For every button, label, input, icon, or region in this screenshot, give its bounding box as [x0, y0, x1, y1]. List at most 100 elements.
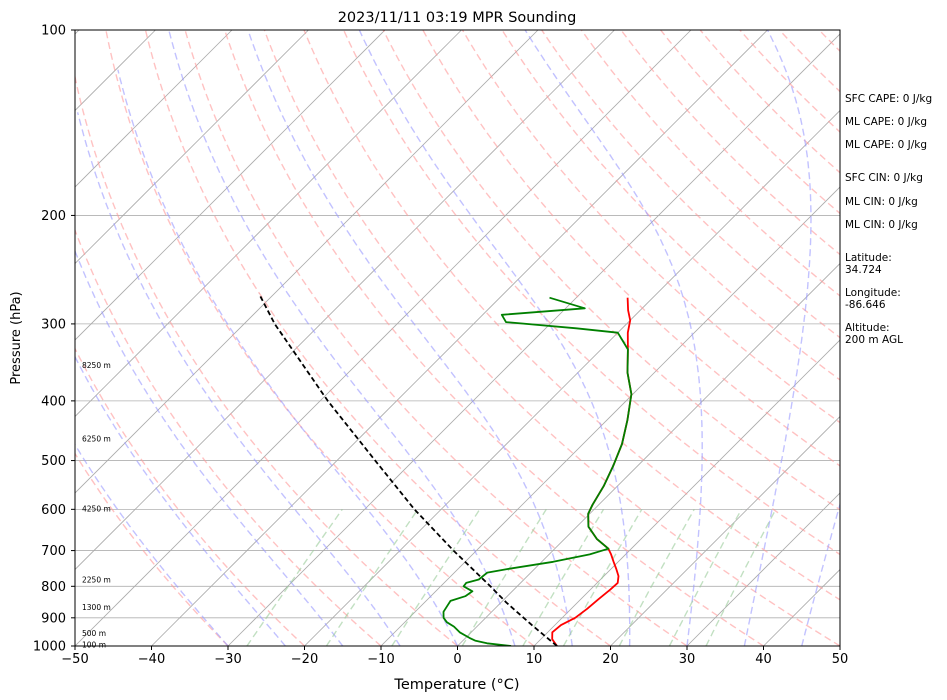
height-label: 1300 m: [82, 603, 111, 612]
isotherm-line: [75, 30, 692, 646]
x-tick-label: 0: [453, 652, 461, 667]
moist-adiabat-line: [75, 249, 344, 646]
isotherm-line: [533, 339, 840, 646]
isotherm-line: [151, 30, 768, 646]
height-label: 4250 m: [82, 504, 111, 513]
y-tick-label: 500: [41, 454, 66, 469]
isotherm-line: [227, 33, 840, 646]
dry-adiabat-line: [382, 30, 840, 511]
isotherm-line: [75, 30, 309, 265]
ml-cin-text-2: ML CIN: 0 J/kg: [845, 219, 918, 231]
x-tick-label: 30: [679, 652, 696, 667]
isotherm-line: [75, 30, 386, 341]
y-tick-label: 100: [41, 24, 66, 39]
moist-adiabat-line: [168, 30, 516, 646]
dry-adiabat-line: [501, 30, 840, 381]
altitude-value: 200 m AGL: [845, 334, 903, 346]
longitude-value: -86.646: [845, 299, 886, 311]
moist-adiabat-line: [247, 30, 573, 646]
mixing-ratio-line: [391, 508, 481, 646]
x-tick-label: −20: [291, 652, 318, 667]
y-axis-label: Pressure (hPa): [9, 291, 24, 384]
ml-cape-text-2: ML CAPE: 0 J/kg: [845, 139, 928, 151]
dry-adiabat-line: [184, 30, 688, 646]
longitude-label: Longitude:: [845, 287, 901, 299]
background-lines: [75, 30, 840, 646]
dry-adiabat-line: [144, 30, 611, 646]
isotherm-line: [610, 415, 840, 646]
dewpoint-profile-line: [442, 296, 633, 646]
sfc-cin-text: SFC CIN: 0 J/kg: [845, 172, 923, 184]
moist-adiabat-line: [75, 443, 229, 646]
isotherm-line: [380, 186, 840, 646]
x-tick-label: −40: [138, 652, 165, 667]
dry-adiabat-line: [75, 228, 382, 646]
height-label: 6250 m: [82, 434, 111, 443]
parcel-profile-line: [258, 293, 558, 646]
altitude-label: Altitude:: [845, 322, 890, 334]
axis-ticks: −50 −40 −30 −20 −10 0 10 20 30 40 50 100 200 300 400 50…: [33, 24, 848, 668]
chart-title: 2023/11/11 03:19 MPR Sounding: [338, 10, 577, 26]
x-tick-label: −30: [214, 652, 241, 667]
y-tick-label: 300: [41, 317, 66, 332]
mixing-ratio-line: [325, 508, 419, 646]
y-tick-label: 1000: [33, 640, 66, 655]
height-label: 500 m: [82, 629, 106, 638]
mixing-ratio-line: [522, 508, 605, 646]
moist-adiabat-line: [358, 30, 631, 646]
height-label: 100 m: [82, 641, 106, 650]
ml-cin-text: ML CIN: 0 J/kg: [845, 196, 918, 208]
dry-adiabat-line: [660, 30, 840, 215]
profile-lines: [258, 293, 633, 646]
dry-adiabat-line: [620, 30, 840, 256]
y-tick-label: 900: [41, 611, 66, 626]
latitude-label: Latitude:: [845, 252, 892, 264]
altitude-block: Altitude: 200 m AGL: [845, 322, 903, 346]
isotherm-line: [75, 30, 462, 418]
mixing-ratio-line: [562, 508, 643, 646]
dry-adiabat-line: [699, 30, 840, 174]
moist-adiabat-line: [743, 30, 812, 646]
longitude-block: Longitude: -86.646: [845, 287, 901, 311]
mixing-ratio-line: [618, 508, 695, 646]
x-tick-label: 10: [526, 652, 543, 667]
x-tick-label: 20: [602, 652, 619, 667]
isotherm-line: [686, 492, 840, 646]
moist-adiabat-line: [117, 69, 459, 646]
dry-adiabat-line: [303, 30, 840, 601]
dry-adiabat-line: [75, 452, 229, 646]
y-tick-label: 400: [41, 394, 66, 409]
isotherm-line: [304, 109, 840, 646]
dry-adiabat-line: [580, 30, 840, 297]
y-tick-label: 600: [41, 503, 66, 518]
x-tick-label: 40: [755, 652, 772, 667]
isotherm-line: [75, 30, 539, 494]
sfc-cape-text: SFC CAPE: 0 J/kg: [845, 93, 933, 105]
height-label: 8250 m: [82, 361, 111, 370]
dry-adiabat-line: [422, 30, 840, 467]
ml-cape-text: ML CAPE: 0 J/kg: [845, 116, 928, 128]
mixing-ratio-line: [705, 508, 777, 646]
isotherm-line: [75, 30, 615, 571]
x-tick-label: 50: [832, 652, 849, 667]
moist-adiabat-line: [76, 112, 401, 646]
x-tick-label: −10: [367, 652, 394, 667]
height-labels: 8250 m 6250 m 4250 m 2250 m 1300 m 500 m 100 m: [82, 361, 111, 650]
isotherm-line: [457, 262, 840, 646]
y-tick-label: 200: [41, 209, 66, 224]
isotherm-line: [75, 30, 233, 188]
mixing-ratio-line: [246, 508, 343, 646]
moist-adiabat-line: [801, 501, 840, 646]
dry-adiabat-line: [105, 30, 535, 646]
latitude-block: Latitude: 34.724: [845, 252, 892, 276]
moist-adiabat-line: [524, 30, 703, 646]
x-tick-label: −50: [61, 652, 88, 667]
y-tick-label: 700: [41, 544, 66, 559]
y-tick-label: 800: [41, 580, 66, 595]
dry-adiabat-line: [224, 30, 764, 646]
height-label: 2250 m: [82, 576, 111, 585]
x-axis-label: Temperature (°C): [393, 677, 519, 693]
mixing-ratio-line: [668, 508, 742, 646]
